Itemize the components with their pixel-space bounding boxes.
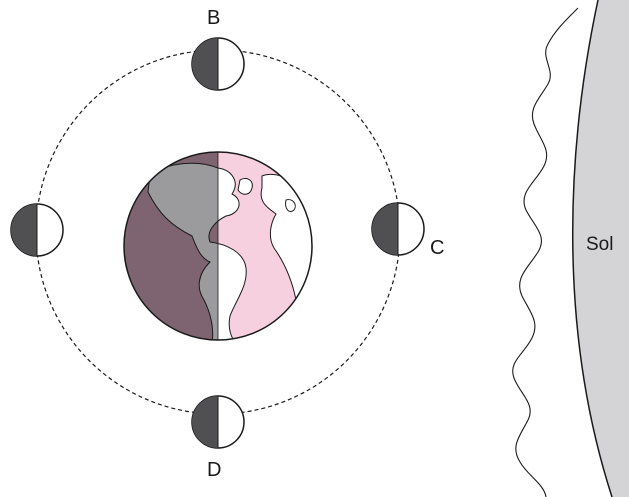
moon-c-label: C xyxy=(430,237,445,259)
moon-b xyxy=(191,37,245,91)
moon-c xyxy=(371,202,425,256)
island-land xyxy=(237,177,253,195)
moon-b-label: B xyxy=(207,7,221,29)
earth xyxy=(123,151,313,341)
sun xyxy=(571,0,629,497)
sun-body xyxy=(572,0,629,497)
moon-left xyxy=(10,203,64,257)
moon-d-label: D xyxy=(207,459,222,481)
earth-outline xyxy=(123,151,313,341)
sun-label: Sol xyxy=(586,234,614,255)
moon-d xyxy=(191,395,245,449)
island-land-2 xyxy=(285,199,296,213)
americas-land-night xyxy=(147,162,218,340)
sun-limb xyxy=(571,0,613,497)
sun-corona-line xyxy=(512,7,579,497)
